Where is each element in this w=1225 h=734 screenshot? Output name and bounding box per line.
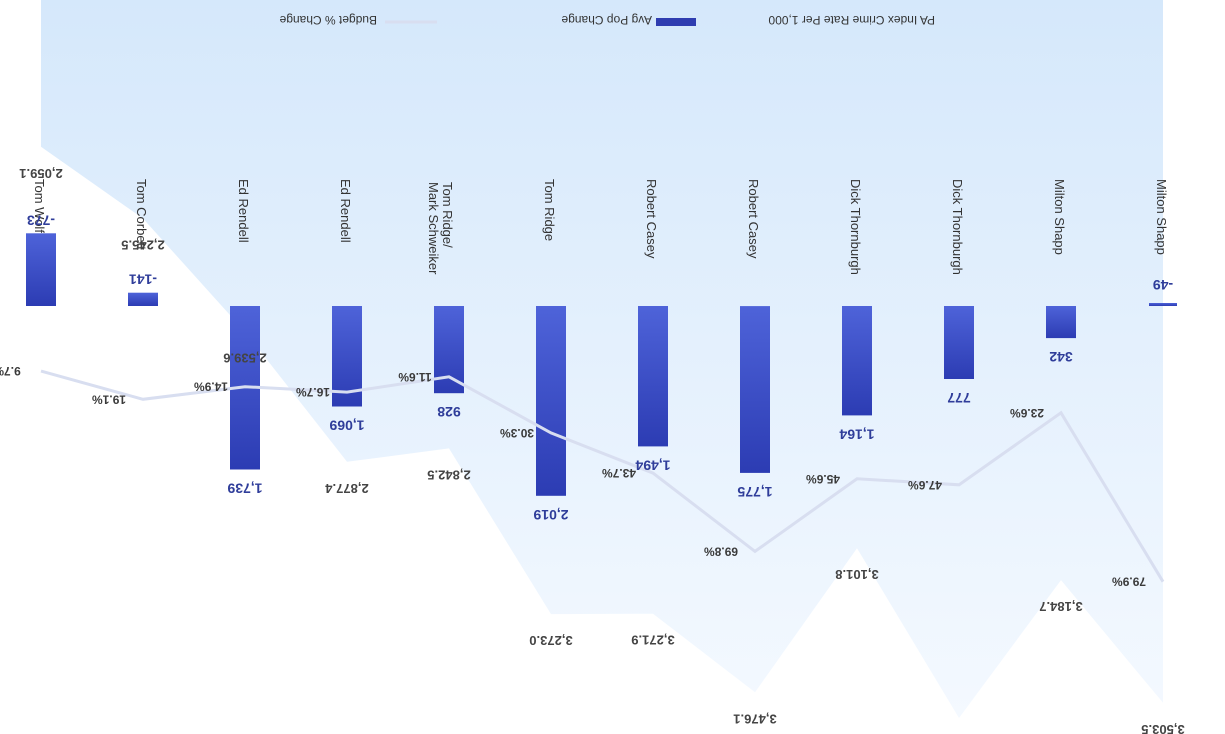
- bar-avg-pop-change: [944, 306, 974, 379]
- category-label: Ed Rendell: [338, 179, 353, 243]
- bar-avg-pop-change: [26, 233, 56, 306]
- category-label: Tom Wolf: [32, 179, 47, 233]
- category-label: Robert Casey: [644, 179, 659, 259]
- category-label: Milton Shapp: [1052, 179, 1067, 255]
- budget-change-value-label: 9.7%: [0, 364, 21, 378]
- category-label: Robert Casey: [746, 179, 761, 259]
- bar-avg-pop-change: [1046, 306, 1076, 339]
- budget-change-value-label: 16.7%: [296, 385, 330, 399]
- bar-avg-pop-change: [1149, 303, 1177, 306]
- crime-rate-value-label: 3,184.7: [1039, 599, 1082, 614]
- bar-value-label: 777: [947, 390, 971, 406]
- bar-value-label: -141: [129, 272, 157, 288]
- bar-avg-pop-change: [638, 306, 668, 447]
- budget-change-value-label: 14.9%: [194, 380, 228, 394]
- legend-entry-1: Avg Pop Change: [561, 13, 652, 27]
- bar-avg-pop-change: [434, 306, 464, 394]
- category-label: Milton Shapp: [1154, 179, 1169, 255]
- category-label: Ed Rendell: [236, 179, 251, 243]
- bar-avg-pop-change: [536, 306, 566, 496]
- budget-change-value-label: 45.6%: [806, 472, 840, 486]
- category-label: Dick Thornburgh: [950, 179, 965, 275]
- crime-rate-value-label: 3,503.5: [1141, 722, 1184, 734]
- crime-rate-labels: 3,503.53,184.73,542.83,101.83,476.13,271…: [19, 166, 1184, 734]
- crime-rate-area-series: [41, 0, 1163, 718]
- avg-pop-change-labels: -49 342 777 1,164 1,775 1,494 2,019 928 1,069 1,7…: [27, 212, 1173, 523]
- crime-rate-value-label: 3,273.0: [529, 633, 572, 648]
- budget-change-value-label: 23.6%: [1010, 406, 1044, 420]
- bar-value-label: 1,069: [329, 418, 364, 434]
- crime-rate-value-label: 3,271.9: [631, 633, 674, 648]
- crime-rate-value-label: 2,877.4: [325, 481, 369, 496]
- bar-avg-pop-change: [740, 306, 770, 473]
- crime-rate-value-label: 2,059.1: [19, 166, 62, 181]
- budget-change-value-label: 30.3%: [500, 426, 534, 440]
- bar-value-label: -49: [1153, 277, 1173, 293]
- budget-change-value-label: 79.9%: [1112, 575, 1146, 589]
- crime-rate-value-label: 3,476.1: [733, 711, 776, 726]
- category-label: Dick Thornburgh: [848, 179, 863, 275]
- category-label: Tom Ridge/Mark Schweiker: [426, 182, 455, 275]
- bar-value-label: 1,775: [737, 484, 772, 500]
- bar-avg-pop-change: [128, 292, 158, 306]
- legend: PA Index Crime Rate Per 1,000 Avg Pop Cha…: [279, 13, 935, 27]
- category-label: Tom Ridge: [542, 179, 557, 241]
- budget-change-labels: 79.9% 23.6% 47.6% 45.6% 69.8% 43.7% 30.3% 11.6%…: [0, 364, 1146, 589]
- budget-change-value-label: 11.6%: [398, 370, 432, 384]
- legend-entry-2: Budget % Change: [279, 13, 377, 27]
- governor-labels: Milton Shapp Milton Shapp Dick Thornburgh D…: [32, 179, 1169, 275]
- legend-entry-0: PA Index Crime Rate Per 1,000: [768, 13, 935, 27]
- crime-rate-value-label: 2,245.5: [121, 238, 164, 253]
- bar-value-label: 1,739: [227, 481, 262, 497]
- budget-change-value-label: 19.1%: [92, 392, 126, 406]
- crime-rate-area: [41, 0, 1163, 718]
- category-label-line: Mark Schweiker: [426, 182, 441, 275]
- bar-value-label: 1,494: [635, 457, 670, 473]
- crime-rate-value-label: 3,101.8: [835, 567, 878, 582]
- bar-value-label: 1,164: [839, 426, 874, 442]
- crime-rate-value-label: 2,842.5: [427, 467, 470, 482]
- avg-pop-change-bars: [26, 233, 1177, 496]
- bar-value-label: 2,019: [533, 507, 568, 523]
- budget-change-value-label: 69.8%: [704, 544, 738, 558]
- budget-change-value-label: 43.7%: [602, 466, 636, 480]
- category-label: Tom Corbett: [134, 179, 149, 250]
- bar-value-label: 342: [1049, 349, 1073, 365]
- bar-value-label: 928: [437, 404, 461, 420]
- legend-swatch-bar: [656, 18, 696, 26]
- crime-rate-value-label: 2,539.6: [223, 351, 266, 366]
- bar-value-label: -773: [27, 212, 55, 228]
- category-label-line: Tom Ridge/: [440, 182, 455, 248]
- bar-avg-pop-change: [842, 306, 872, 416]
- budget-change-value-label: 47.6%: [908, 478, 942, 492]
- budget-change-line-series: [40, 369, 1165, 583]
- budget-change-line: [40, 369, 1165, 583]
